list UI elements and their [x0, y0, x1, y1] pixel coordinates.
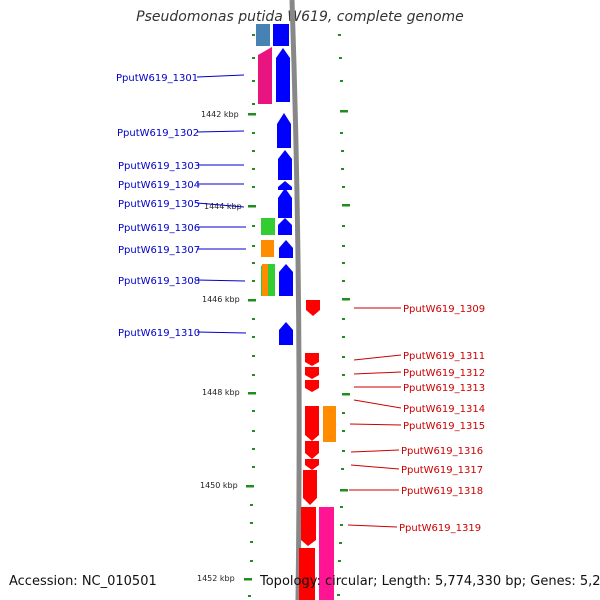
kbp-label: 1448 kbp	[202, 388, 240, 397]
gene-label[interactable]: PputW619_1309	[403, 304, 485, 315]
gene-arrow[interactable]	[305, 459, 319, 470]
gene-arrow[interactable]	[306, 300, 320, 316]
gene-arrow[interactable]	[279, 240, 293, 258]
gene-block[interactable]	[262, 264, 268, 296]
gene-label[interactable]: PputW619_1310	[118, 328, 200, 339]
gene-label[interactable]: PputW619_1303	[118, 161, 200, 172]
gene-arrow[interactable]	[276, 48, 290, 102]
gene-label[interactable]: PputW619_1307	[118, 245, 200, 256]
gene-block[interactable]	[261, 218, 275, 235]
gene-label[interactable]: PputW619_1316	[401, 446, 483, 457]
gene-label[interactable]: PputW619_1312	[403, 368, 485, 379]
gene-arrow[interactable]	[277, 113, 291, 148]
kbp-label: 1450 kbp	[200, 481, 238, 490]
gene-label[interactable]: PputW619_1302	[117, 128, 199, 139]
map-title: Pseudomonas putida W619, complete genome	[136, 9, 464, 25]
gene-arrow[interactable]	[301, 507, 316, 546]
left-guide	[248, 34, 255, 597]
kbp-label: 1442 kbp	[201, 110, 239, 119]
gene-arrow[interactable]	[278, 150, 292, 180]
topology-text: Topology: circular; Length: 5,774,330 bp…	[260, 574, 600, 589]
genome-backbone	[289, 0, 302, 600]
gene-label[interactable]: PputW619_1304	[118, 180, 200, 191]
gene-label[interactable]: PputW619_1315	[403, 421, 485, 432]
gene-arrow[interactable]	[278, 181, 292, 190]
gene-block[interactable]	[268, 264, 275, 296]
forward-strand-features	[256, 24, 293, 345]
gene-label[interactable]: PputW619_1313	[403, 383, 485, 394]
right-leader-lines	[347, 307, 402, 528]
gene-arrow[interactable]	[279, 322, 293, 345]
gene-label[interactable]: PputW619_1308	[118, 276, 200, 287]
kbp-ticks	[244, 110, 350, 581]
gene-block[interactable]	[319, 507, 334, 600]
gene-label[interactable]: PputW619_1319	[399, 523, 481, 534]
kbp-label: 1446 kbp	[202, 295, 240, 304]
gene-block[interactable]	[273, 24, 289, 46]
gene-arrow[interactable]	[303, 470, 317, 505]
gene-arrow[interactable]	[278, 218, 292, 235]
gene-arrow[interactable]	[278, 188, 292, 218]
gene-arrow[interactable]	[305, 367, 319, 379]
kbp-label: 1452 kbp	[197, 574, 235, 583]
gene-label[interactable]: PputW619_1314	[403, 404, 485, 415]
gene-label[interactable]: PputW619_1301	[116, 73, 198, 84]
reverse-strand-features	[299, 300, 336, 600]
gene-block[interactable]	[323, 406, 336, 442]
gene-label[interactable]: PputW619_1311	[403, 351, 485, 362]
gene-label[interactable]: PputW619_1305	[118, 199, 200, 210]
gene-arrow[interactable]	[305, 353, 319, 366]
kbp-label: 1444 kbp	[204, 202, 242, 211]
gene-block[interactable]	[261, 240, 274, 257]
gene-block[interactable]	[299, 548, 315, 600]
gene-label[interactable]: PputW619_1318	[401, 486, 483, 497]
right-guide	[337, 34, 345, 596]
accession-text: Accession: NC_010501	[9, 574, 157, 589]
gene-label[interactable]: PputW619_1306	[118, 223, 200, 234]
gene-arrow[interactable]	[305, 406, 319, 441]
gene-arrow[interactable]	[305, 380, 319, 392]
gene-arrow[interactable]	[258, 47, 272, 104]
left-leader-lines	[196, 74, 247, 334]
gene-label[interactable]: PputW619_1317	[401, 465, 483, 476]
gene-block[interactable]	[256, 24, 270, 46]
gene-arrow[interactable]	[279, 264, 293, 296]
gene-arrow[interactable]	[305, 441, 319, 459]
